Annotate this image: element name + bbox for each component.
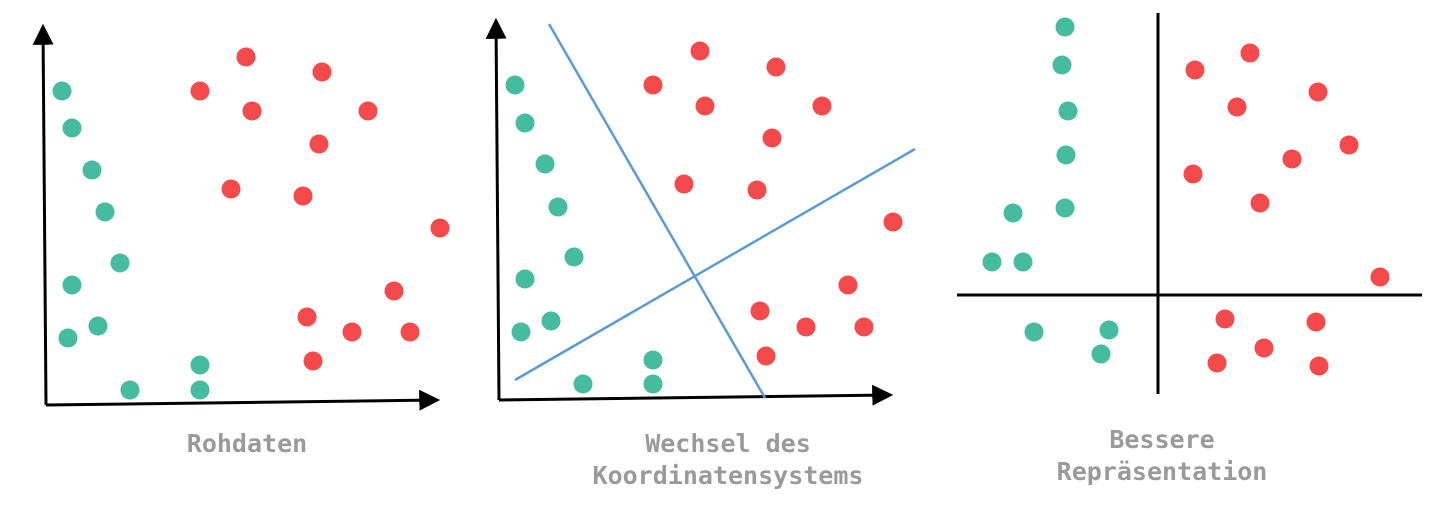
class-a-point <box>982 252 1002 272</box>
class-b-point <box>1282 149 1302 169</box>
class-b-point <box>312 62 332 82</box>
raw-data-y-axis <box>32 23 54 406</box>
class-a-point <box>190 355 210 375</box>
class-a-point <box>535 154 555 174</box>
class-b-point <box>297 307 317 327</box>
class-b-point <box>1308 82 1328 102</box>
class-a-point <box>95 202 115 222</box>
class-b-point <box>1309 356 1329 376</box>
class-a-point <box>110 253 130 273</box>
points-layer <box>52 17 1390 400</box>
class-b-point <box>1215 309 1235 329</box>
class-a-point <box>52 81 72 101</box>
raw-data-points <box>52 47 450 400</box>
class-b-point <box>1306 312 1326 332</box>
class-b-point <box>838 275 858 295</box>
class-a-point <box>1055 17 1075 37</box>
raw-data-x-axis <box>45 389 441 411</box>
coordinate-change-y-axis <box>485 17 507 401</box>
class-a-point <box>1056 145 1076 165</box>
class-a-point <box>58 328 78 348</box>
class-b-point <box>762 128 782 148</box>
class-b-point <box>756 346 776 366</box>
caption-line: Wechsel des <box>645 429 811 458</box>
class-b-point <box>400 322 420 342</box>
class-a-point <box>1058 101 1078 121</box>
class-b-point <box>1207 353 1227 373</box>
class-b-point <box>309 134 329 154</box>
class-a-point <box>1055 198 1075 218</box>
better-representation-points <box>982 17 1390 376</box>
coordinate-change-axes <box>485 17 916 406</box>
new-axis-line-1 <box>547 23 767 399</box>
better-representation-axes <box>957 13 1422 394</box>
class-b-point <box>750 301 770 321</box>
class-a-point <box>643 374 663 394</box>
class-b-point <box>796 317 816 337</box>
class-a-point <box>511 322 531 342</box>
class-b-point <box>342 322 362 342</box>
caption-line: Repräsentation <box>1056 457 1268 486</box>
class-b-point <box>221 179 241 199</box>
class-a-point <box>548 197 568 217</box>
class-b-point <box>1250 193 1270 213</box>
caption-better-representation: Bessere Repräsentation <box>992 424 1332 488</box>
class-b-point <box>747 180 767 200</box>
class-b-point <box>384 281 404 301</box>
class-b-point <box>883 212 903 232</box>
class-b-point <box>854 317 874 337</box>
class-a-point <box>1013 252 1033 272</box>
raw-data-axes <box>32 23 441 411</box>
class-a-point <box>643 350 663 370</box>
class-b-point <box>674 174 694 194</box>
class-b-point <box>643 75 663 95</box>
class-a-point <box>1024 322 1044 342</box>
class-a-point <box>82 160 102 180</box>
coordinate-change-points <box>505 41 903 394</box>
class-b-point <box>1183 164 1203 184</box>
class-b-point <box>1370 267 1390 287</box>
caption-raw-data: Rohdaten <box>97 428 397 460</box>
class-b-point <box>293 186 313 206</box>
class-b-point <box>303 351 323 371</box>
class-a-point <box>190 380 210 400</box>
caption-line: Bessere <box>1109 425 1215 454</box>
class-b-point <box>1185 60 1205 80</box>
class-b-point <box>1227 97 1247 117</box>
class-a-point <box>541 311 561 331</box>
class-b-point <box>695 96 715 116</box>
class-a-point <box>120 380 140 400</box>
class-b-point <box>358 101 378 121</box>
class-b-point <box>236 47 256 67</box>
caption-line: Rohdaten <box>186 429 308 458</box>
class-a-point <box>62 275 82 295</box>
coordinate-change-x-axis <box>498 384 894 406</box>
class-a-point <box>1003 203 1023 223</box>
class-a-point <box>573 374 593 394</box>
class-b-point <box>242 101 262 121</box>
caption-line: Koordinatensystems <box>592 461 864 490</box>
class-a-point <box>515 113 535 133</box>
class-a-point <box>1091 344 1111 364</box>
class-a-point <box>515 269 535 289</box>
class-b-point <box>766 57 786 77</box>
new-axis-line-2 <box>514 147 916 382</box>
class-a-point <box>1099 320 1119 340</box>
class-a-point <box>1052 55 1072 75</box>
class-b-point <box>690 41 710 61</box>
class-a-point <box>505 75 525 95</box>
class-b-point <box>812 96 832 116</box>
class-b-point <box>1339 135 1359 155</box>
class-a-point <box>564 247 584 267</box>
caption-coordinate-change: Wechsel des Koordinatensystems <box>528 428 928 492</box>
class-a-point <box>62 118 82 138</box>
class-b-point <box>1254 338 1274 358</box>
class-a-point <box>88 316 108 336</box>
class-b-point <box>190 81 210 101</box>
class-b-point <box>1240 43 1260 63</box>
class-b-point <box>430 218 450 238</box>
